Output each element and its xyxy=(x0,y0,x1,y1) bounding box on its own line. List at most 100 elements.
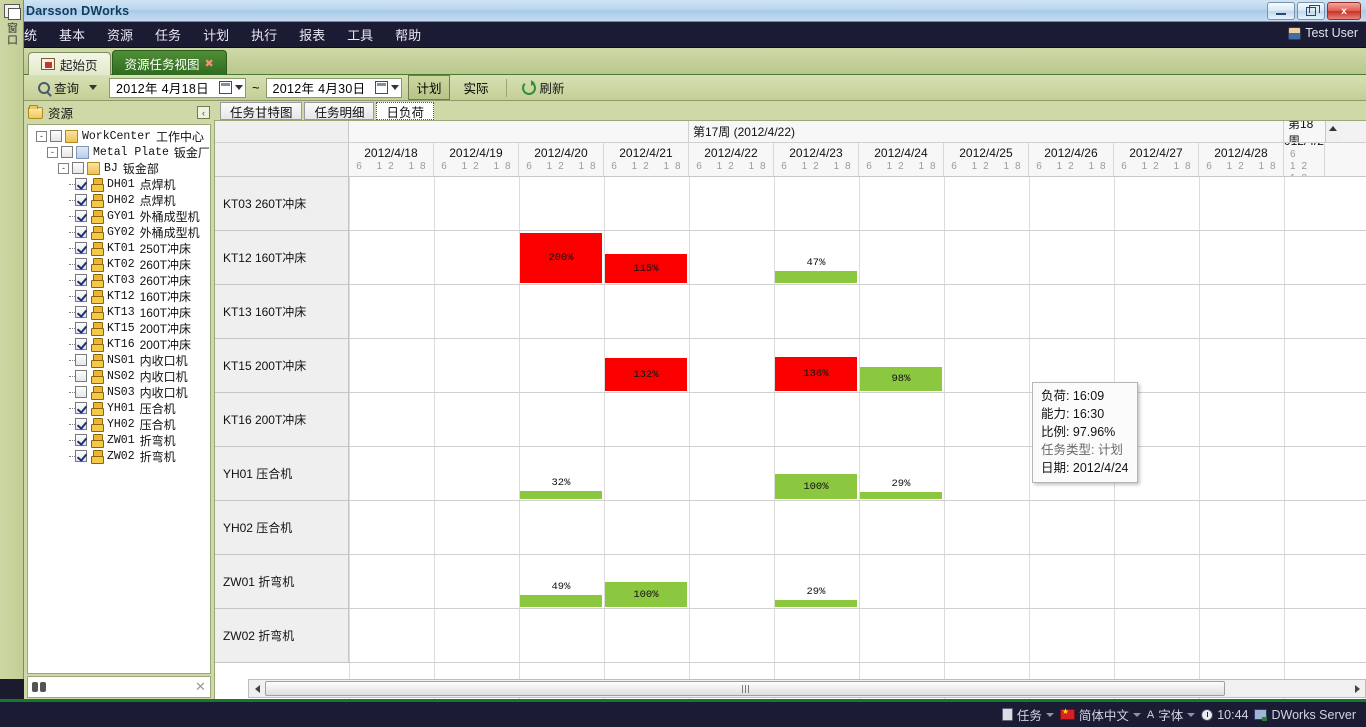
tree-node-checkbox[interactable] xyxy=(75,354,87,366)
tree-node-zw01[interactable]: ZW01 折弯机 xyxy=(30,432,210,448)
tree-node-yh01[interactable]: YH01 压合机 xyxy=(30,400,210,416)
tree-node-gy01[interactable]: GY01 外桶成型机 xyxy=(30,208,210,224)
windows-stack-icon[interactable] xyxy=(3,4,21,20)
date-to-input[interactable]: 2012年 4月30日 xyxy=(265,77,403,98)
resource-row-label[interactable]: KT16 200T冲床 xyxy=(214,393,349,447)
tree-node-checkbox[interactable] xyxy=(75,370,87,382)
resource-row-label[interactable]: YH02 压合机 xyxy=(214,501,349,555)
resource-row-label[interactable]: ZW01 折弯机 xyxy=(214,555,349,609)
chevron-down-icon[interactable] xyxy=(1045,712,1054,717)
tab-daily-load[interactable]: 日负荷 xyxy=(376,102,434,120)
vscroll-up-button[interactable] xyxy=(1324,121,1341,142)
load-bar[interactable]: 100% xyxy=(604,582,687,607)
tree-node-kt02[interactable]: KT02 260T冲床 xyxy=(30,256,210,272)
clear-icon[interactable]: ✕ xyxy=(195,679,206,694)
current-user[interactable]: Test User xyxy=(1288,26,1358,40)
menu-item-plan[interactable]: 计划 xyxy=(203,28,230,43)
tree-node-kt15[interactable]: KT15 200T冲床 xyxy=(30,320,210,336)
resource-row-label[interactable]: KT03 260T冲床 xyxy=(214,177,349,231)
actual-toggle-button[interactable]: 实际 xyxy=(463,82,489,96)
tree-node-checkbox[interactable] xyxy=(75,178,87,190)
tree-node-box[interactable] xyxy=(72,162,84,174)
resource-row-label[interactable]: KT13 160T冲床 xyxy=(214,285,349,339)
tree-node-yh02[interactable]: YH02 压合机 xyxy=(30,416,210,432)
tree-expander[interactable]: - xyxy=(36,130,47,142)
load-bar[interactable]: 200% xyxy=(519,233,602,283)
load-plot-area[interactable]: 200% 115% 47% 132% 136% 98% 32% 100% 29% 49% 100% 2… xyxy=(348,177,1366,700)
load-bar[interactable]: 29% xyxy=(774,586,857,607)
hscroll-thumb[interactable] xyxy=(265,681,1225,696)
plan-toggle-button[interactable]: 计划 xyxy=(408,75,450,100)
load-bar[interactable]: 29% xyxy=(859,478,942,499)
status-font[interactable]: A 字体 xyxy=(1147,705,1196,724)
menu-item-help[interactable]: 帮助 xyxy=(395,28,422,43)
resource-row-label[interactable]: YH01 压合机 xyxy=(214,447,349,501)
hscroll-right-button[interactable] xyxy=(1349,680,1365,697)
restore-button[interactable] xyxy=(1297,2,1325,20)
chevron-down-icon[interactable] xyxy=(234,85,243,90)
load-bar[interactable]: 132% xyxy=(604,358,687,391)
tree-node-bj[interactable]: - BJ 钣金部 xyxy=(30,160,210,176)
menu-item-resource[interactable]: 资源 xyxy=(107,28,134,43)
tree-node-ns02[interactable]: NS02 内收口机 xyxy=(30,368,210,384)
menu-item-report[interactable]: 报表 xyxy=(299,28,326,43)
tree-node-checkbox[interactable] xyxy=(75,226,87,238)
menu-item-execute[interactable]: 执行 xyxy=(251,28,278,43)
tree-node-checkbox[interactable] xyxy=(75,242,87,254)
tree-node-zw02[interactable]: ZW02 折弯机 xyxy=(30,448,210,464)
tree-node-checkbox[interactable] xyxy=(75,290,87,302)
tree-node-checkbox[interactable] xyxy=(75,418,87,430)
tree-node-checkbox[interactable] xyxy=(75,450,87,462)
tree-node-kt16[interactable]: KT16 200T冲床 xyxy=(30,336,210,352)
minimize-button[interactable] xyxy=(1267,2,1295,20)
binoculars-icon[interactable] xyxy=(32,682,46,692)
load-bar[interactable]: 98% xyxy=(859,366,942,391)
tree-node-kt12[interactable]: KT12 160T冲床 xyxy=(30,288,210,304)
calendar-icon[interactable] xyxy=(375,81,389,94)
load-bar[interactable]: 47% xyxy=(774,257,857,283)
tree-node-workcenter[interactable]: - WorkCenter 工作中心 xyxy=(30,128,210,144)
tab-task-gantt[interactable]: 任务甘特图 xyxy=(219,102,303,120)
tree-node-kt03[interactable]: KT03 260T冲床 xyxy=(30,272,210,288)
resource-row-label[interactable]: KT15 200T冲床 xyxy=(214,339,349,393)
tree-node-checkbox[interactable] xyxy=(75,274,87,286)
load-bar[interactable]: 32% xyxy=(519,477,602,499)
tree-node-checkbox[interactable] xyxy=(75,258,87,270)
load-bar[interactable]: 100% xyxy=(774,474,857,499)
status-task[interactable]: 任务 xyxy=(1001,705,1054,724)
menu-item-basic[interactable]: 基本 xyxy=(59,28,86,43)
resource-row-label[interactable]: KT12 160T冲床 xyxy=(214,231,349,285)
tab-close-icon[interactable]: ✖ xyxy=(204,57,214,70)
tab-home[interactable]: 起始页 xyxy=(28,52,111,75)
calendar-icon[interactable] xyxy=(218,81,232,94)
tree-node-checkbox[interactable] xyxy=(75,434,87,446)
refresh-button[interactable]: 刷新 xyxy=(516,76,571,99)
tree-node-dh01[interactable]: DH01 点焊机 xyxy=(30,176,210,192)
tree-node-metal-plate[interactable]: - Metal Plate 钣金厂 xyxy=(30,144,210,160)
tree-node-box[interactable] xyxy=(50,130,62,142)
query-button[interactable]: 查询 xyxy=(32,76,103,99)
tree-node-kt13[interactable]: KT13 160T冲床 xyxy=(30,304,210,320)
chevron-down-icon[interactable] xyxy=(1187,712,1196,717)
tree-node-checkbox[interactable] xyxy=(75,338,87,350)
tree-expander[interactable]: - xyxy=(58,162,69,174)
tree-node-ns01[interactable]: NS01 内收口机 xyxy=(30,352,210,368)
tree-node-kt01[interactable]: KT01 250T冲床 xyxy=(30,240,210,256)
chevron-down-icon[interactable] xyxy=(1132,712,1141,717)
menu-item-task[interactable]: 任务 xyxy=(155,28,182,43)
date-from-input[interactable]: 2012年 4月18日 xyxy=(109,77,246,98)
load-bar[interactable]: 49% xyxy=(519,581,602,607)
hscroll-left-button[interactable] xyxy=(249,680,265,697)
close-button[interactable]: x xyxy=(1327,2,1361,20)
tree-node-checkbox[interactable] xyxy=(75,322,87,334)
tree-node-ns03[interactable]: NS03 内收口机 xyxy=(30,384,210,400)
resource-tree[interactable]: - WorkCenter 工作中心 - Metal Plate 钣金厂 - BJ 钣金部 DH01… xyxy=(27,124,211,674)
tree-node-dh02[interactable]: DH02 点焊机 xyxy=(30,192,210,208)
chevron-down-icon[interactable] xyxy=(391,85,400,90)
status-language[interactable]: 简体中文 xyxy=(1059,705,1141,724)
tree-node-checkbox[interactable] xyxy=(75,402,87,414)
tab-task-detail[interactable]: 任务明细 xyxy=(304,102,375,120)
tree-node-box[interactable] xyxy=(61,146,73,158)
tree-search-bar[interactable]: ✕ xyxy=(27,676,211,698)
load-bar[interactable]: 136% xyxy=(774,357,857,391)
